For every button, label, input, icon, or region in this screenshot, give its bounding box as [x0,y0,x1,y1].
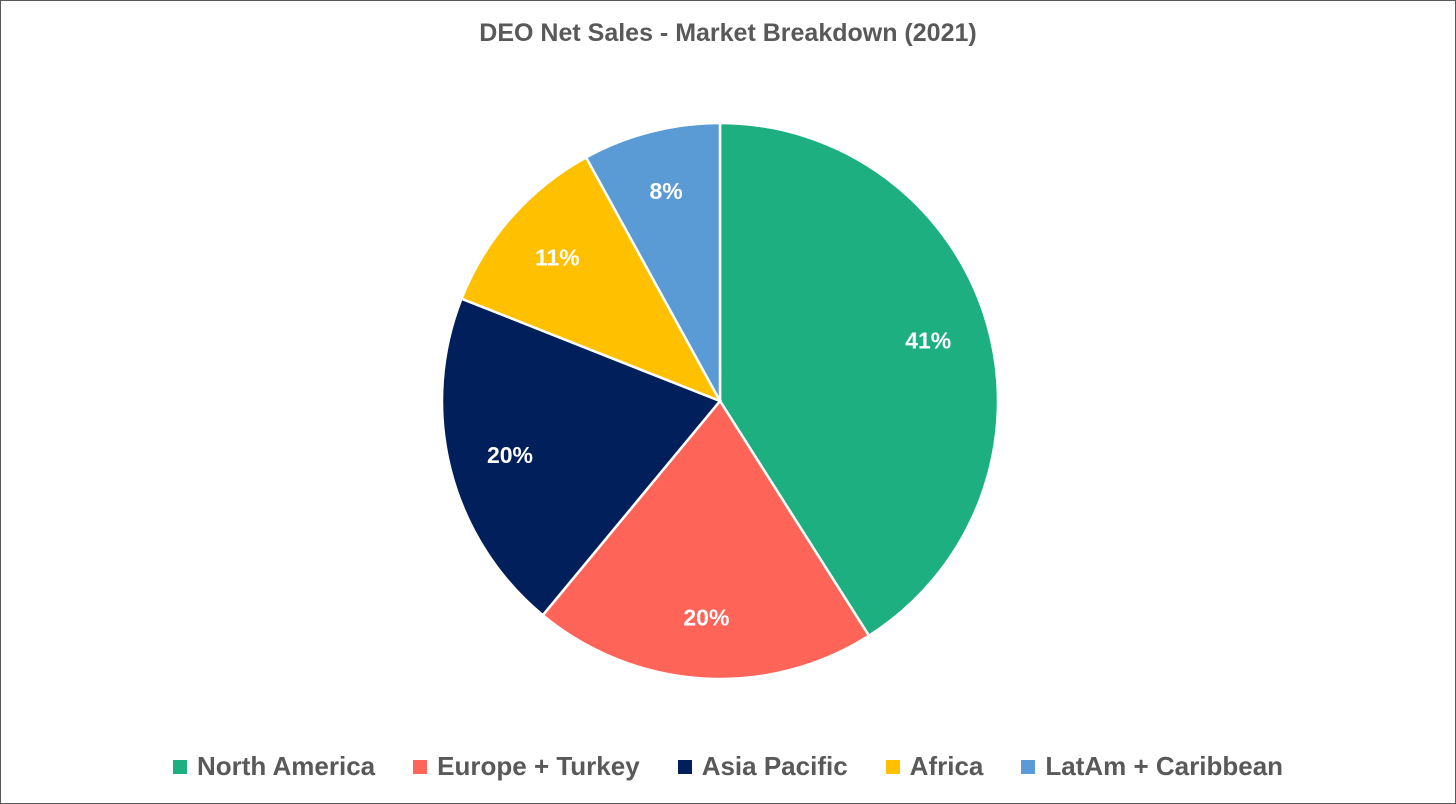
pie-data-labels: 41% 20% 20% 11% 8% [487,178,951,630]
pie-slice-asia-pacific [440,297,723,617]
legend-item-asia-pacific: Asia Pacific [677,751,848,782]
data-label-africa: 11% [535,245,580,271]
pie-slice-north-america [718,121,1000,638]
legend-item-latam-caribbean: LatAm + Caribbean [1021,751,1283,782]
legend-item-africa: Africa [885,751,984,782]
pie-slice-africa [459,155,723,404]
legend-swatch [885,759,900,774]
legend-swatch [677,759,692,774]
legend-label: Africa [909,751,984,781]
legend-swatch [413,759,428,774]
pie-slice-latam-caribbean [584,121,722,402]
legend-swatch [172,759,187,774]
pie-slices [440,121,1000,681]
legend-item-north-america: North America [172,751,376,782]
legend-swatch [1021,759,1036,774]
data-label-north-america: 41% [905,328,951,354]
data-label-latam-caribbean: 8% [649,178,682,204]
legend-item-europe-turkey: Europe + Turkey [413,751,640,782]
data-label-europe-turkey: 20% [683,604,729,630]
pie-chart: 41% 20% 20% 11% 8% [440,121,1000,681]
pie-slice-europe-turkey [541,398,871,681]
chart-title: DEO Net Sales - Market Breakdown (2021) [479,19,977,47]
legend-label: Europe + Turkey [437,751,640,781]
legend-label: North America [196,751,376,781]
legend-label: LatAm + Caribbean [1045,751,1284,781]
data-label-asia-pacific: 20% [487,442,533,468]
legend-label: Asia Pacific [701,751,848,781]
legend: North America Europe + Turkey Asia Pacific… [1,751,1455,782]
